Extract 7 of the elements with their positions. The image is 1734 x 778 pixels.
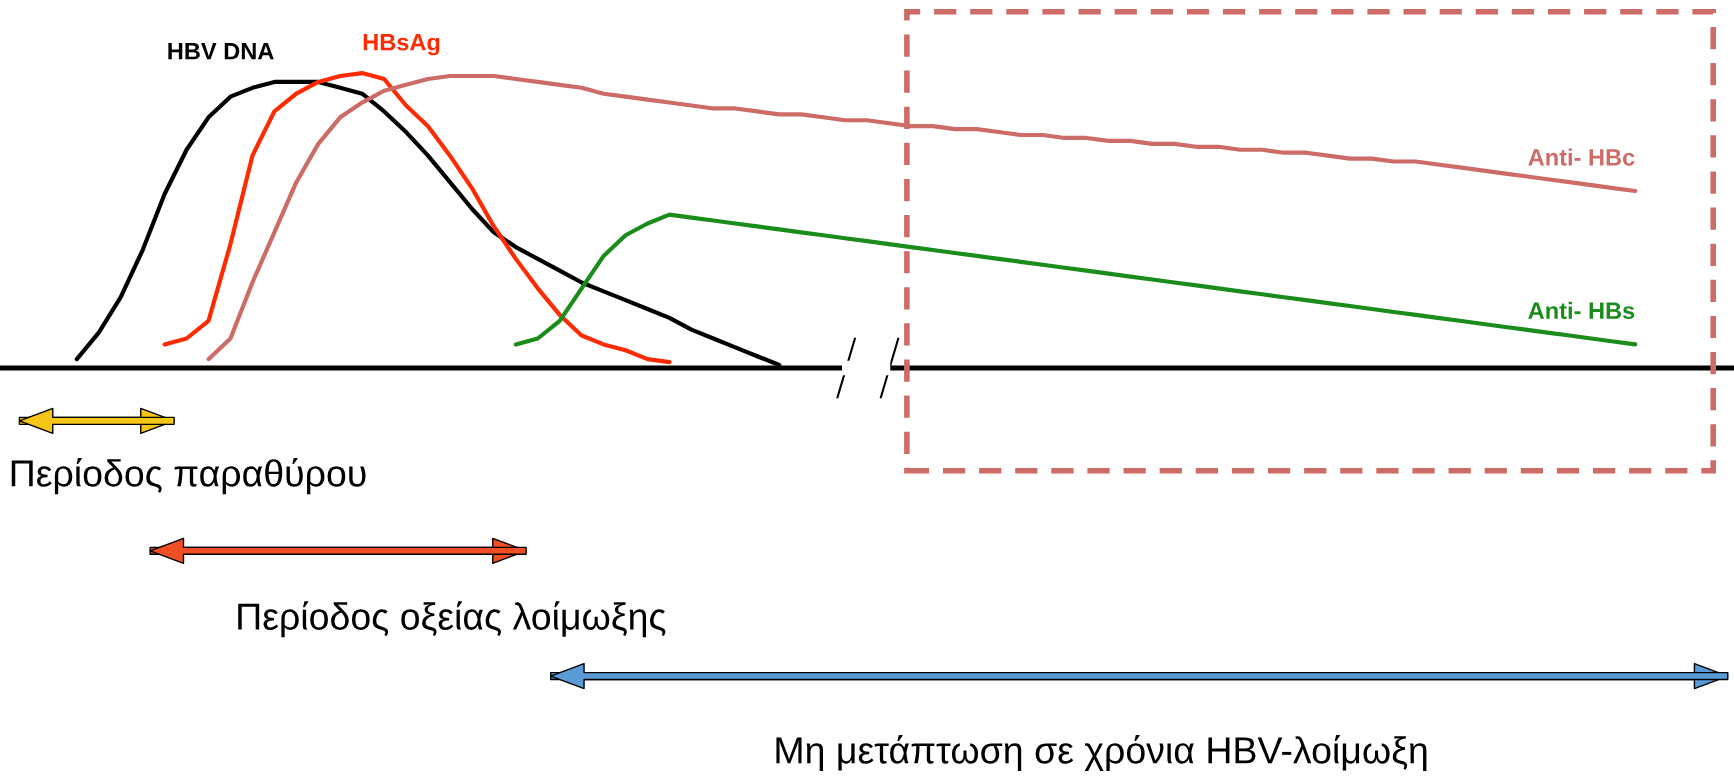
series-label: HBV DNA bbox=[168, 43, 274, 60]
series-label: Anti- HBc bbox=[1528, 148, 1635, 166]
text: Περίοδος οξείας λοίμωξης bbox=[238, 601, 666, 638]
series-label: HBsAg bbox=[363, 34, 440, 56]
series-label: Anti- HBs bbox=[1528, 301, 1635, 320]
text: Περίοδος παραθύρου bbox=[11, 458, 366, 495]
text: Μη μετάπτωση σε χρόνια HBV-λοίμωξη bbox=[776, 735, 1427, 772]
